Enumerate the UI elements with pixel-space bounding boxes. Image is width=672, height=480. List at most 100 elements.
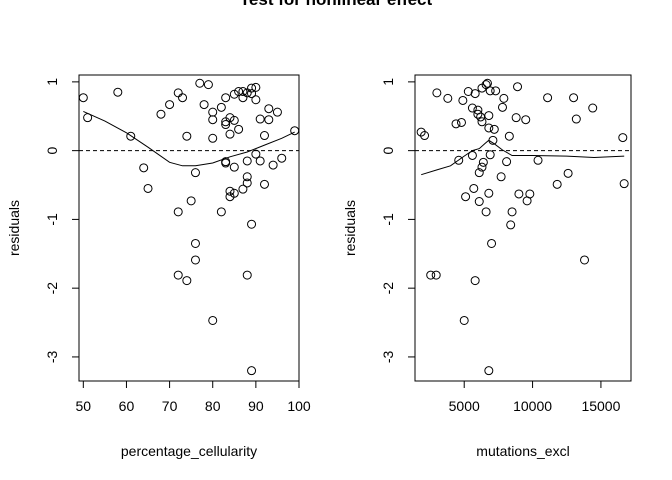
smooth-curve	[83, 110, 295, 167]
data-point	[491, 86, 501, 96]
data-point	[467, 103, 477, 113]
data-point	[485, 150, 495, 160]
data-point	[533, 155, 543, 165]
x-tick-label: 10000	[513, 398, 552, 414]
data-point	[467, 150, 477, 160]
data-point	[469, 183, 479, 193]
data-point	[507, 207, 517, 217]
data-point	[208, 133, 218, 143]
y-tick-label: 0	[380, 147, 396, 155]
data-point	[543, 93, 553, 103]
data-point	[458, 95, 468, 105]
data-point	[208, 115, 218, 125]
data-point	[242, 172, 252, 182]
data-point	[247, 89, 257, 99]
data-point	[451, 119, 461, 129]
data-point	[481, 207, 491, 217]
y-axis-label: residuals	[342, 200, 358, 256]
x-axis-label: mutations_excl	[476, 443, 569, 459]
data-point	[277, 153, 287, 163]
data-point	[513, 82, 523, 92]
data-point	[225, 186, 235, 196]
data-point	[247, 83, 257, 93]
data-point	[470, 89, 480, 99]
data-point	[190, 255, 200, 265]
data-point	[514, 189, 524, 199]
data-point	[208, 315, 218, 325]
data-point	[484, 123, 494, 133]
data-point	[199, 100, 209, 110]
data-point	[221, 93, 231, 103]
data-point	[165, 100, 175, 110]
data-point	[195, 78, 205, 88]
data-point	[463, 87, 473, 97]
x-tick-label: 60	[119, 398, 135, 414]
data-point	[247, 219, 257, 229]
data-point	[477, 162, 487, 172]
data-point	[242, 156, 252, 166]
data-point	[234, 124, 244, 134]
data-point	[255, 114, 265, 124]
data-point	[431, 270, 441, 280]
y-tick-label: -2	[380, 282, 396, 295]
x-tick-label: 80	[205, 398, 221, 414]
data-point	[208, 107, 218, 117]
data-point	[259, 131, 269, 141]
data-point	[182, 131, 192, 141]
data-point	[242, 270, 252, 280]
data-point	[485, 86, 495, 96]
data-point	[504, 131, 514, 141]
data-point	[255, 156, 265, 166]
data-point	[571, 114, 581, 124]
data-point	[511, 113, 521, 123]
data-point	[506, 220, 516, 230]
data-point	[126, 131, 136, 141]
data-point	[420, 131, 430, 141]
data-point	[251, 95, 261, 105]
x-tick-label: 15000	[581, 398, 620, 414]
data-point	[461, 192, 471, 202]
data-point	[499, 93, 509, 103]
data-point	[488, 135, 498, 145]
data-point	[234, 87, 244, 97]
data-point	[113, 87, 123, 97]
plot-frame	[414, 74, 632, 382]
data-point	[426, 270, 436, 280]
data-point	[156, 109, 166, 119]
data-point	[139, 163, 149, 173]
data-point	[552, 179, 562, 189]
data-point	[178, 93, 188, 103]
smooth-curve	[421, 139, 625, 176]
data-point	[272, 107, 282, 117]
y-tick-label: -3	[44, 350, 60, 363]
y-tick-label: 1	[380, 78, 396, 86]
x-axis-label: percentage_cellularity	[121, 443, 257, 459]
data-point	[484, 188, 494, 198]
data-point	[83, 113, 93, 123]
data-point	[497, 102, 507, 112]
data-point	[484, 366, 494, 376]
data-point	[487, 238, 497, 248]
data-point	[268, 160, 278, 170]
data-point	[489, 124, 499, 134]
data-point	[264, 104, 274, 114]
y-tick-label: -1	[44, 213, 60, 226]
y-axis-label: residuals	[6, 200, 22, 256]
data-point	[588, 103, 598, 113]
data-point	[459, 315, 469, 325]
data-point	[477, 117, 487, 127]
data-point	[618, 133, 628, 143]
data-point	[478, 157, 488, 167]
x-tick-label: 90	[248, 398, 264, 414]
data-point	[182, 276, 192, 286]
data-point	[496, 172, 506, 182]
data-point	[416, 127, 426, 137]
x-tick-label: 50	[76, 398, 92, 414]
data-point	[473, 109, 483, 119]
data-point	[225, 129, 235, 139]
x-tick-label: 5000	[449, 398, 480, 414]
data-point	[474, 197, 484, 207]
data-point	[190, 168, 200, 178]
plot-frame	[78, 74, 300, 382]
